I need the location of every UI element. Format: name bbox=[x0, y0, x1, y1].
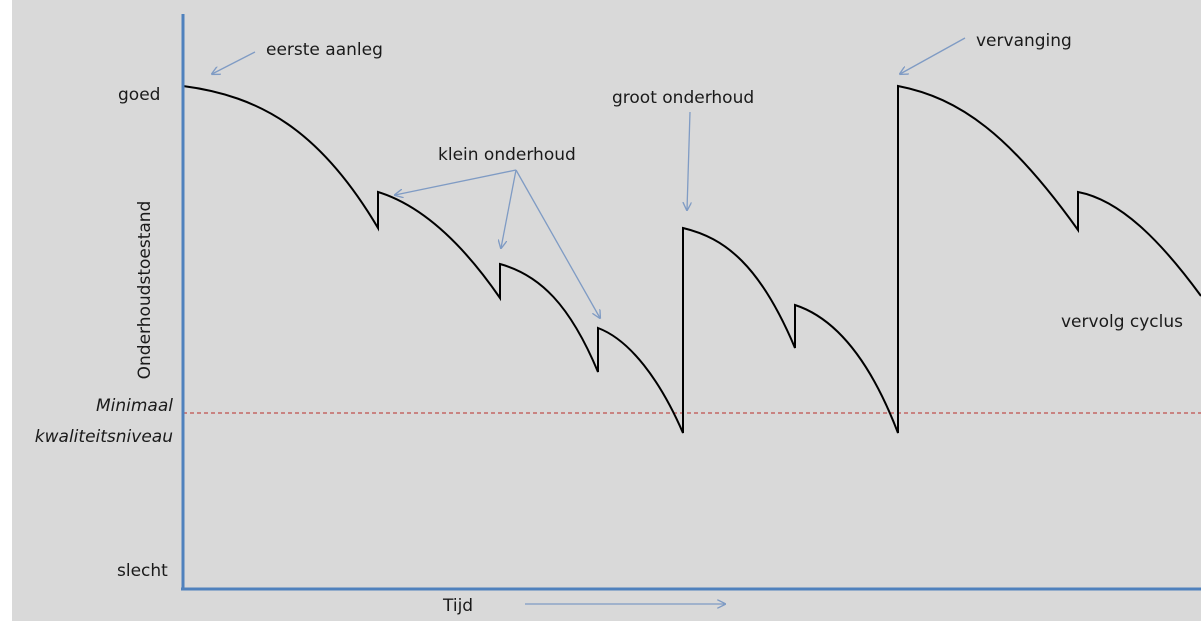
annotation-first-construction: eerste aanleg bbox=[266, 40, 383, 60]
x-axis-title: Tijd bbox=[442, 596, 473, 616]
threshold-label-line2: kwaliteitsniveau bbox=[35, 427, 173, 447]
annotation-small-maintenance: klein onderhoud bbox=[438, 145, 576, 165]
annotation-replacement: vervanging bbox=[976, 31, 1072, 51]
y-axis-top-label: goed bbox=[118, 85, 160, 105]
threshold-label-line1: Minimaal bbox=[96, 396, 173, 416]
arrow-small-maintenance-1 bbox=[395, 169, 517, 195]
arrow-replacement bbox=[900, 37, 966, 74]
annotation-arrows bbox=[212, 37, 966, 604]
annotation-continuation: vervolg cyclus bbox=[1061, 312, 1183, 332]
arrow-small-maintenance-3 bbox=[515, 169, 600, 318]
annotation-major-maintenance: groot onderhoud bbox=[612, 88, 754, 108]
diagram-background bbox=[12, 0, 1201, 621]
y-axis-bottom-label: slecht bbox=[117, 561, 168, 581]
arrow-major-maintenance bbox=[687, 111, 690, 210]
condition-curve bbox=[182, 84, 1201, 434]
arrow-first-construction bbox=[212, 51, 256, 74]
y-axis-title: Onderhoudstoestand bbox=[135, 201, 155, 380]
arrow-small-maintenance-2 bbox=[501, 169, 517, 248]
